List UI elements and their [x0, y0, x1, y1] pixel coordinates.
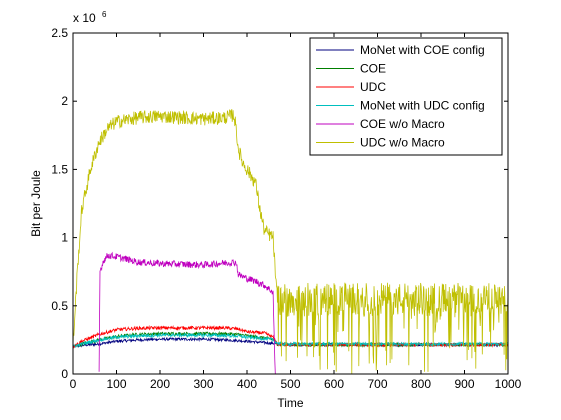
- x-tick-label: 800: [411, 377, 431, 391]
- x-tick-label: 400: [237, 377, 257, 391]
- x-tick-label: 500: [280, 377, 300, 391]
- tick-layer: 0 100 200 300 400 500 600 700 800 900 1000 0 0.5 1 1.5…: [51, 26, 521, 391]
- x-tick-label: 1000: [495, 377, 522, 391]
- legend-entry-label: MoNet with COE config: [360, 43, 485, 57]
- x-tick-label: 600: [324, 377, 344, 391]
- x-axis-label: Time: [277, 396, 304, 410]
- y-tick-label: 2.5: [51, 26, 68, 40]
- y-exponent-power: 6: [102, 10, 107, 19]
- y-tick-label: 0.5: [51, 299, 68, 313]
- x-tick-label: 200: [150, 377, 170, 391]
- series-line-6: [72, 109, 509, 375]
- y-tick-label: 1: [61, 231, 68, 245]
- legend-box: [309, 37, 503, 156]
- legend-entry-label: UDC w/o Macro: [360, 136, 445, 150]
- y-exponent-label: x 10: [73, 11, 96, 25]
- x-tick-label: 100: [106, 377, 126, 391]
- legend-entry-label: UDC: [360, 80, 386, 94]
- x-tick-label: 300: [193, 377, 213, 391]
- y-tick-label: 0: [61, 367, 68, 381]
- legend-entry-label: COE: [360, 62, 386, 76]
- legend-entry-label: COE w/o Macro: [360, 117, 445, 131]
- x-tick-label: 900: [454, 377, 474, 391]
- y-tick-label: 2: [61, 94, 68, 108]
- legend: MoNet with COE config COE UDC MoNet with UD…: [309, 37, 503, 156]
- series-line-4: [72, 332, 509, 348]
- series-line-5: [98, 251, 276, 375]
- x-tick-label: 700: [367, 377, 387, 391]
- y-axis-label: Bit per Joule: [29, 170, 43, 237]
- series-layer: [72, 109, 509, 375]
- y-tick-label: 1.5: [51, 162, 68, 176]
- x-tick-label: 0: [70, 377, 77, 391]
- legend-entry-label: MoNet with UDC config: [360, 99, 485, 113]
